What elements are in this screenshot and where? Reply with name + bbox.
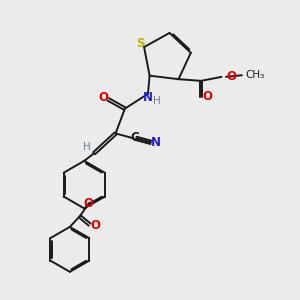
Text: C: C [130, 131, 139, 144]
Text: S: S [136, 37, 144, 50]
Text: O: O [99, 91, 109, 104]
Text: H: H [83, 142, 91, 152]
Text: N: N [151, 136, 160, 149]
Text: N: N [143, 91, 153, 104]
Text: O: O [90, 219, 100, 232]
Text: O: O [202, 90, 212, 103]
Text: H: H [153, 96, 160, 106]
Text: CH₃: CH₃ [245, 70, 265, 80]
Text: O: O [226, 70, 236, 83]
Text: O: O [83, 197, 93, 210]
